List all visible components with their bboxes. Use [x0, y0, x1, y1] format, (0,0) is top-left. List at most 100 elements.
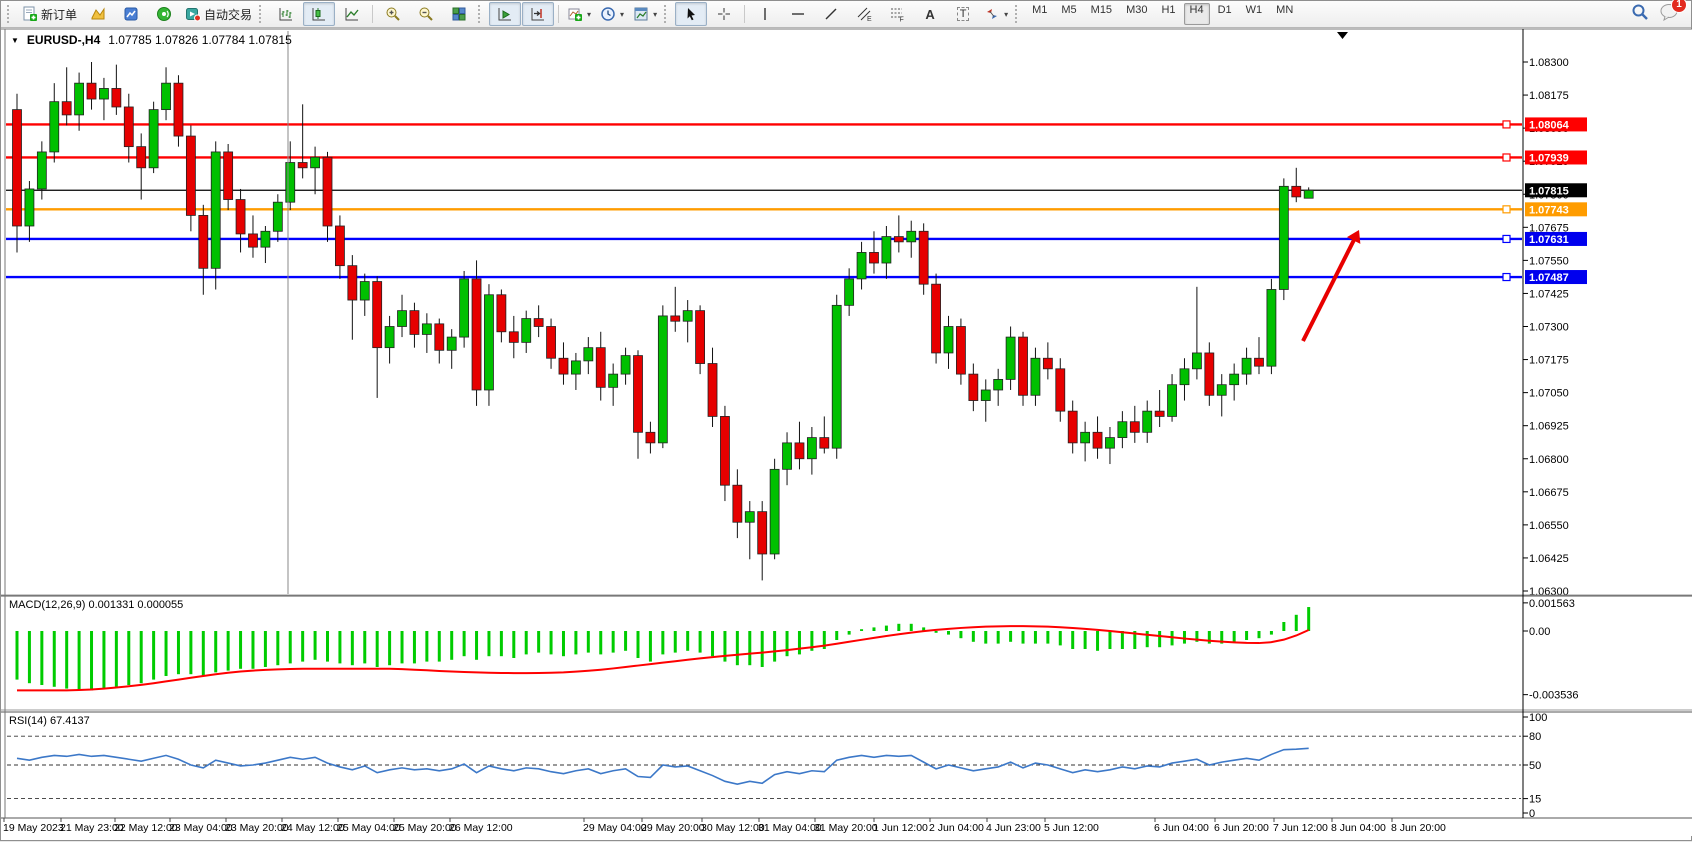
crosshair-button[interactable]: [708, 2, 740, 26]
timeframe-button-m30[interactable]: M30: [1126, 4, 1148, 16]
line-chart-button[interactable]: [336, 2, 368, 26]
bull-candle: [397, 310, 407, 327]
equidistant-channel-button[interactable]: E: [848, 2, 880, 26]
bear-candle: [1291, 185, 1302, 198]
text-tool-button[interactable]: A: [914, 2, 946, 26]
chart-shift-marker-icon[interactable]: [1337, 32, 1348, 39]
timeframe-button-d1[interactable]: D1: [1217, 4, 1232, 16]
bull-candle: [806, 437, 817, 460]
timeframe-button-m1[interactable]: M1: [1032, 4, 1048, 16]
timeframe-button-h4[interactable]: H4: [1183, 3, 1210, 25]
bull-candle: [1105, 437, 1115, 449]
bear-candle: [335, 225, 345, 267]
line-end-marker[interactable]: [1502, 272, 1511, 282]
timeframe-button-w1[interactable]: W1: [1245, 4, 1263, 16]
timeframe-button-mn[interactable]: MN: [1276, 4, 1294, 16]
auto-scroll-button[interactable]: [489, 2, 522, 26]
tile-windows-button[interactable]: [443, 2, 475, 26]
timeframe-button-h1[interactable]: H1: [1161, 4, 1176, 16]
indicators-button[interactable]: ▾: [563, 2, 595, 26]
bull-candle: [24, 188, 35, 227]
signals-button[interactable]: [148, 2, 180, 26]
timeframe-button-m5[interactable]: M5: [1061, 4, 1077, 16]
date-axis-label: 2 Jun 04:00: [929, 822, 984, 834]
auto-trading-button[interactable]: 自动交易: [181, 2, 256, 26]
price-tag-value: 1.07815: [1529, 185, 1569, 197]
macd-signal-line: [17, 625, 1310, 692]
fibonacci-tool-button[interactable]: F: [881, 2, 913, 26]
cursor-button[interactable]: [675, 2, 708, 26]
level-lines: [6, 120, 1522, 282]
window-menu-triangle-icon[interactable]: ▼: [11, 35, 19, 45]
chart-shift-button[interactable]: [522, 2, 555, 26]
zoom-in-button[interactable]: [377, 2, 409, 26]
bull-candle: [1303, 189, 1314, 199]
bull-candle: [285, 162, 296, 203]
price-tag-value: 1.07487: [1529, 272, 1569, 284]
candlestick-chart-button[interactable]: [303, 2, 336, 26]
macd-axis-label: 0.001563: [1529, 598, 1575, 610]
date-axis-label: 22 May 12:00: [114, 822, 178, 834]
toolbar-drag-handle[interactable]: [7, 5, 15, 23]
periods-button[interactable]: ▾: [596, 2, 628, 26]
chevron-down-icon: ▾: [1004, 9, 1009, 19]
rsi-line: [16, 747, 1309, 786]
price-axis-label: 1.06675: [1529, 487, 1569, 499]
bull-candle: [657, 315, 668, 444]
price-axis-label: 1.07175: [1529, 355, 1569, 367]
arrow-annotation[interactable]: [1301, 230, 1361, 342]
zoom-out-button[interactable]: [410, 2, 442, 26]
toolbar-drag-handle[interactable]: [259, 5, 267, 23]
channel-letter: E: [867, 16, 872, 22]
bull-candle: [1179, 368, 1190, 386]
new-order-button[interactable]: 新订单: [18, 2, 81, 26]
line-end-marker[interactable]: [1502, 153, 1511, 162]
price-axis-label: 1.07550: [1529, 255, 1569, 267]
auto-trading-icon: [185, 6, 202, 22]
rsi-axis-label: 15: [1529, 794, 1541, 806]
bull-candle: [310, 156, 320, 169]
trendline-tool-button[interactable]: [815, 2, 847, 26]
toolbar-drag-handle[interactable]: [1015, 5, 1023, 23]
price-tag-value: 1.08064: [1529, 119, 1570, 131]
bear-candle: [185, 135, 196, 216]
date-axis-label: 7 Jun 12:00: [1273, 822, 1328, 834]
timeframe-button-m15[interactable]: M15: [1090, 4, 1113, 16]
macd-panel: MACD(12,26,9) 0.001331 0.000055 0.001563 0…: [9, 598, 1579, 702]
notifications-chat-button[interactable]: 1: [1659, 0, 1687, 26]
bar-chart-button[interactable]: [270, 2, 302, 26]
chevron-down-icon: ▾: [587, 9, 592, 19]
bear-candle: [633, 355, 643, 433]
toolbar-drag-handle[interactable]: [664, 5, 672, 23]
bear-candle: [869, 252, 879, 264]
notification-badge: 1: [1671, 0, 1687, 13]
market-watch-button[interactable]: [115, 2, 147, 26]
bear-candle: [136, 146, 147, 169]
line-end-marker[interactable]: [1502, 234, 1511, 244]
price-axis-label: 1.06425: [1529, 553, 1569, 565]
date-axis-label: 23 May 20:00: [225, 822, 289, 834]
price-tag-badge: 1.07743: [1525, 202, 1587, 217]
line-end-marker[interactable]: [1502, 205, 1511, 214]
horizontal-line-tool-button[interactable]: [782, 2, 814, 26]
price-axis-label: 1.08175: [1529, 90, 1569, 102]
charts-button[interactable]: [82, 2, 114, 26]
bear-candle: [558, 357, 569, 375]
toolbar-drag-handle[interactable]: [478, 5, 486, 23]
bear-candle: [645, 431, 656, 444]
bull-candle: [993, 378, 1004, 391]
vertical-line-tool-button[interactable]: [749, 2, 781, 26]
arrows-tool-button[interactable]: ▾: [980, 2, 1012, 26]
line-end-marker[interactable]: [1502, 120, 1511, 129]
bear-candle: [546, 326, 556, 359]
date-axis-label: 25 May 20:00: [393, 822, 457, 834]
search-icon[interactable]: [1631, 3, 1649, 26]
templates-button[interactable]: ▾: [629, 2, 661, 26]
bull-candle: [1192, 352, 1202, 370]
bull-candle: [446, 336, 457, 351]
bull-candle: [682, 310, 693, 322]
text-label-tool-button[interactable]: T: [947, 2, 979, 26]
